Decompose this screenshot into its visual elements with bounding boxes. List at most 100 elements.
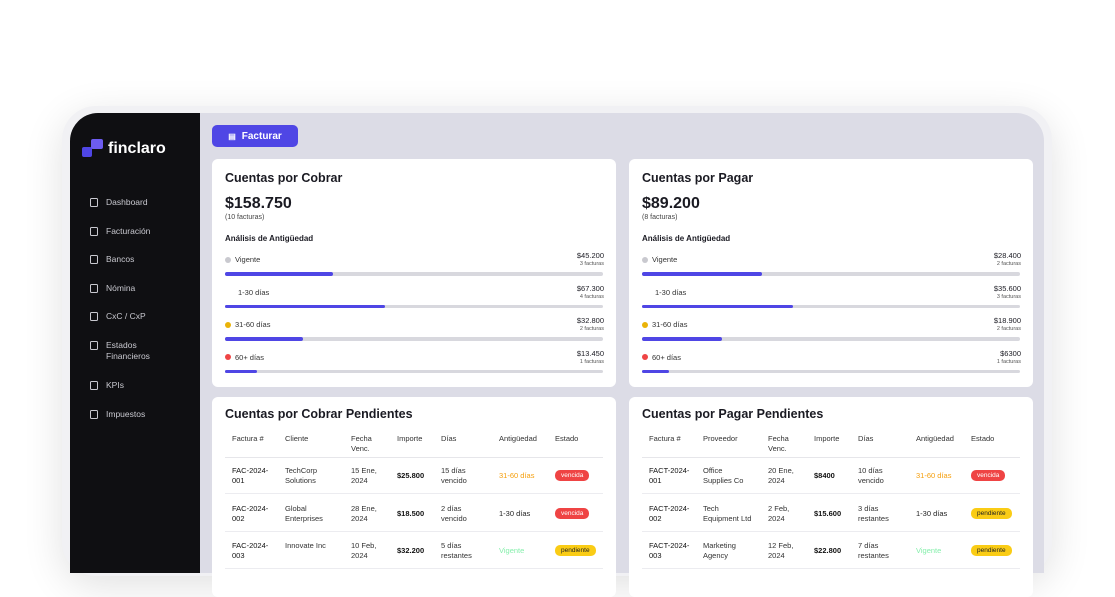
- aging-amount: $13.450: [576, 348, 604, 358]
- table-cell: 31-60 días: [499, 471, 535, 480]
- status-dot: [642, 354, 648, 360]
- nav-item[interactable]: Nómina: [106, 283, 136, 293]
- table-title: Cuentas por Cobrar Pendientes: [225, 407, 413, 421]
- table-header: Estado: [555, 434, 579, 443]
- aging-bar: [642, 304, 793, 308]
- table-header: Estado: [971, 434, 995, 443]
- table-cell: 7 días restantes: [858, 541, 889, 560]
- table-cell: Marketing Agency: [703, 541, 736, 560]
- bar-track: [642, 369, 1020, 373]
- header-divider: [225, 457, 603, 458]
- table-card: [629, 397, 1033, 597]
- section-title: Análisis de Antigüedad: [225, 234, 314, 243]
- nav-item[interactable]: KPIs: [106, 380, 124, 390]
- nav-icon: [90, 198, 98, 207]
- bar-track: [225, 304, 603, 308]
- table-cell: 2 Feb, 2024: [768, 503, 790, 523]
- table-header: Días: [858, 434, 874, 443]
- aging-amount: $32.800: [576, 316, 604, 325]
- table-header: Cliente: [285, 434, 309, 443]
- table-cell: Global Enterprises: [285, 503, 323, 523]
- bar-track: [642, 337, 1020, 341]
- table-cell: Vigente: [916, 546, 942, 555]
- table-header: Días: [441, 434, 457, 443]
- table-cell: $18.500: [397, 508, 425, 518]
- aging-label: 60+ días: [235, 352, 264, 362]
- table-cell: TechCorp Solutions: [285, 466, 318, 485]
- table-cell: FAC-2024-002: [232, 503, 269, 523]
- status-badge: vencida: [555, 507, 590, 519]
- nav-icon: [90, 227, 98, 236]
- table-header: Antigüedad: [916, 434, 954, 443]
- aging-label: Vigente: [235, 255, 261, 264]
- status-badge: vencida: [971, 470, 1006, 481]
- status-badge: vencida: [555, 470, 590, 481]
- card-total: $158.750: [225, 195, 292, 212]
- nav-icon: [90, 381, 98, 390]
- nav-icon: [90, 312, 98, 321]
- card-count: (8 facturas): [642, 214, 678, 221]
- header-divider: [642, 457, 1020, 458]
- nav-item[interactable]: CxC / CxP: [106, 311, 146, 321]
- table-cell: $8400: [814, 471, 835, 480]
- bar-track: [642, 272, 1020, 276]
- sidebar: [70, 113, 201, 573]
- aging-amount: $35.600: [993, 283, 1021, 293]
- card-title: Cuentas por Pagar: [642, 171, 754, 185]
- card-total: $89.200: [642, 195, 700, 212]
- nav-item[interactable]: Estados Financieros: [106, 340, 150, 361]
- row-divider: [642, 568, 1020, 569]
- table-header: Factura #: [649, 434, 681, 443]
- bar-track: [225, 272, 603, 276]
- aging-count: 2 facturas: [579, 326, 604, 332]
- aging-amount: $67.300: [576, 283, 604, 293]
- table-cell: 5 días restantes: [441, 541, 472, 560]
- table-cell: $15.600: [814, 508, 842, 518]
- status-dot: [225, 321, 231, 328]
- row-divider: [225, 568, 603, 569]
- nav-icon: [90, 341, 98, 350]
- aging-bar: [642, 369, 669, 373]
- table-header: Antigüedad: [499, 434, 537, 443]
- aging-amount: $28.400: [993, 251, 1021, 260]
- bar-track: [225, 337, 603, 341]
- brand: finclaro: [108, 140, 166, 157]
- table-header: Proveedor: [703, 434, 738, 443]
- aging-label: 1-30 días: [655, 287, 687, 297]
- table-cell: FAC-2024-003: [232, 541, 269, 560]
- table-card: [212, 397, 616, 597]
- nav-item[interactable]: Dashboard: [106, 197, 148, 207]
- nav-item[interactable]: Facturación: [106, 226, 151, 236]
- table-cell: 2 días vencido: [441, 503, 467, 523]
- facturar-button[interactable]: ▤ Facturar: [212, 125, 298, 147]
- table-cell: $25.800: [397, 471, 425, 480]
- aging-amount: $6300: [1000, 348, 1021, 358]
- aging-bar: [225, 337, 304, 341]
- table-cell: $32.200: [397, 546, 425, 555]
- aging-label: 31-60 días: [235, 320, 271, 329]
- aging-bar: [642, 272, 763, 276]
- table-cell: 15 días vencido: [441, 466, 467, 485]
- table-header: Fecha Venc.: [351, 434, 372, 453]
- table-header: Importe: [397, 434, 423, 443]
- table-cell: 20 Ene, 2024: [768, 466, 794, 485]
- table-cell: 10 Feb, 2024: [351, 541, 377, 560]
- aging-count: 3 facturas: [996, 293, 1021, 300]
- table-cell: Tech Equipment Ltd: [703, 503, 752, 523]
- nav-icon: [90, 410, 98, 419]
- aging-count: 4 facturas: [579, 293, 604, 300]
- aging-label: 31-60 días: [652, 320, 688, 329]
- status-dot: [642, 321, 648, 328]
- table-cell: Office Supplies Co: [703, 466, 744, 485]
- nav-item[interactable]: Bancos: [106, 254, 135, 264]
- table-cell: FAC-2024-001: [232, 466, 269, 485]
- status-dot: [225, 354, 231, 360]
- button-label: Facturar: [241, 130, 282, 142]
- aging-count: 2 facturas: [996, 326, 1021, 332]
- table-cell: FACT-2024-003: [649, 541, 690, 560]
- logo-mark: [82, 139, 103, 157]
- nav-item[interactable]: Impuestos: [106, 409, 146, 419]
- aging-count: 1 facturas: [579, 358, 604, 365]
- table-cell: FACT-2024-002: [649, 503, 690, 523]
- table-cell: Vigente: [499, 546, 525, 555]
